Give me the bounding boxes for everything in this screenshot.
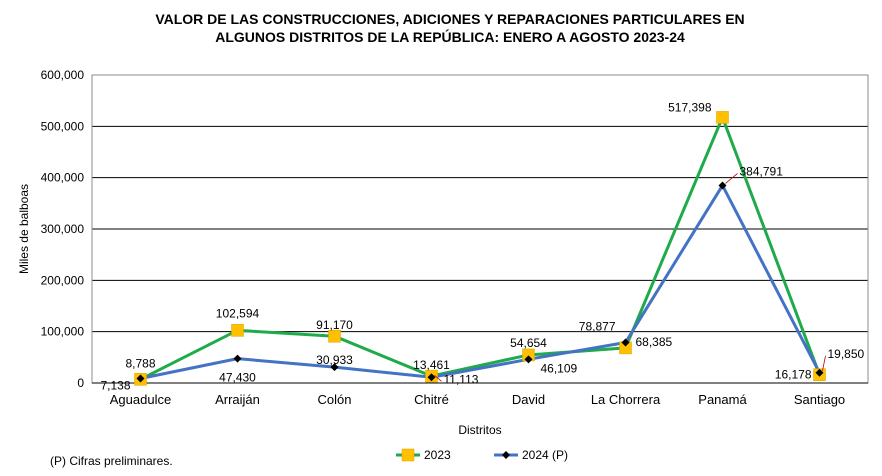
series-1-marker — [621, 338, 630, 347]
series-1-marker — [524, 355, 533, 364]
data-label: 47,430 — [219, 371, 256, 385]
y-tick-label: 0 — [77, 376, 84, 390]
chart-title-line-1: VALOR DE LAS CONSTRUCCIONES, ADICIONES Y… — [155, 11, 745, 27]
series-1-marker — [136, 374, 145, 383]
legend-label: 2024 (P) — [522, 448, 568, 462]
series-0-marker — [401, 448, 415, 462]
x-tick-label: Panamá — [698, 392, 747, 407]
x-tick-label: Santiago — [794, 392, 845, 407]
data-label: 30,933 — [316, 353, 353, 367]
series-1-marker — [718, 181, 727, 190]
series-0-marker — [231, 324, 244, 337]
series-1-marker — [815, 368, 824, 377]
data-label: 8,788 — [125, 356, 155, 370]
series-1-marker — [427, 373, 436, 382]
legend-label: 2023 — [424, 448, 451, 462]
y-tick-label: 400,000 — [41, 171, 85, 185]
data-label: 7,138 — [100, 378, 130, 392]
x-tick-label: Chitré — [414, 392, 449, 407]
series-1-marker — [233, 354, 242, 363]
x-tick-label: Aguadulce — [110, 392, 171, 407]
data-label: 68,385 — [636, 335, 673, 349]
data-label: 517,398 — [668, 100, 712, 114]
chart-title-line-2: ALGUNOS DISTRITOS DE LA REPÚBLICA: ENERO… — [215, 29, 685, 45]
series-line-1 — [140, 183, 821, 380]
x-tick-label: David — [512, 392, 545, 407]
data-label-leader — [434, 374, 442, 382]
footnote: (P) Cifras preliminares. — [50, 454, 173, 468]
x-tick-label: Colón — [318, 392, 352, 407]
series-0-marker — [716, 111, 729, 124]
data-label-leader — [822, 355, 826, 371]
y-tick-label: 500,000 — [41, 119, 85, 133]
data-label: 384,791 — [740, 164, 784, 178]
series-1-marker — [502, 451, 510, 459]
data-label: 11,113 — [444, 372, 479, 386]
y-tick-label: 300,000 — [41, 222, 85, 236]
data-label-leader — [725, 173, 738, 184]
series-line-0 — [139, 115, 821, 381]
data-label: 78,877 — [579, 320, 616, 334]
x-tick-label: Arraiján — [215, 392, 260, 407]
x-tick-label: La Chorrera — [591, 392, 661, 407]
series-1-marker — [330, 363, 339, 372]
y-tick-label: 200,000 — [41, 273, 85, 287]
x-axis-title: Distritos — [458, 423, 501, 437]
data-label: 16,178 — [775, 368, 812, 382]
data-label: 102,594 — [216, 306, 260, 320]
data-label: 19,850 — [828, 347, 865, 361]
series-0-marker — [328, 329, 341, 343]
data-label: 13,461 — [413, 358, 450, 372]
data-label: 54,654 — [510, 336, 547, 350]
y-tick-label: 100,000 — [41, 325, 85, 339]
y-axis-title: Miles de balboas — [17, 184, 31, 274]
data-label: 91,170 — [316, 318, 353, 332]
y-tick-label: 600,000 — [41, 68, 85, 82]
data-label: 46,109 — [541, 361, 578, 375]
